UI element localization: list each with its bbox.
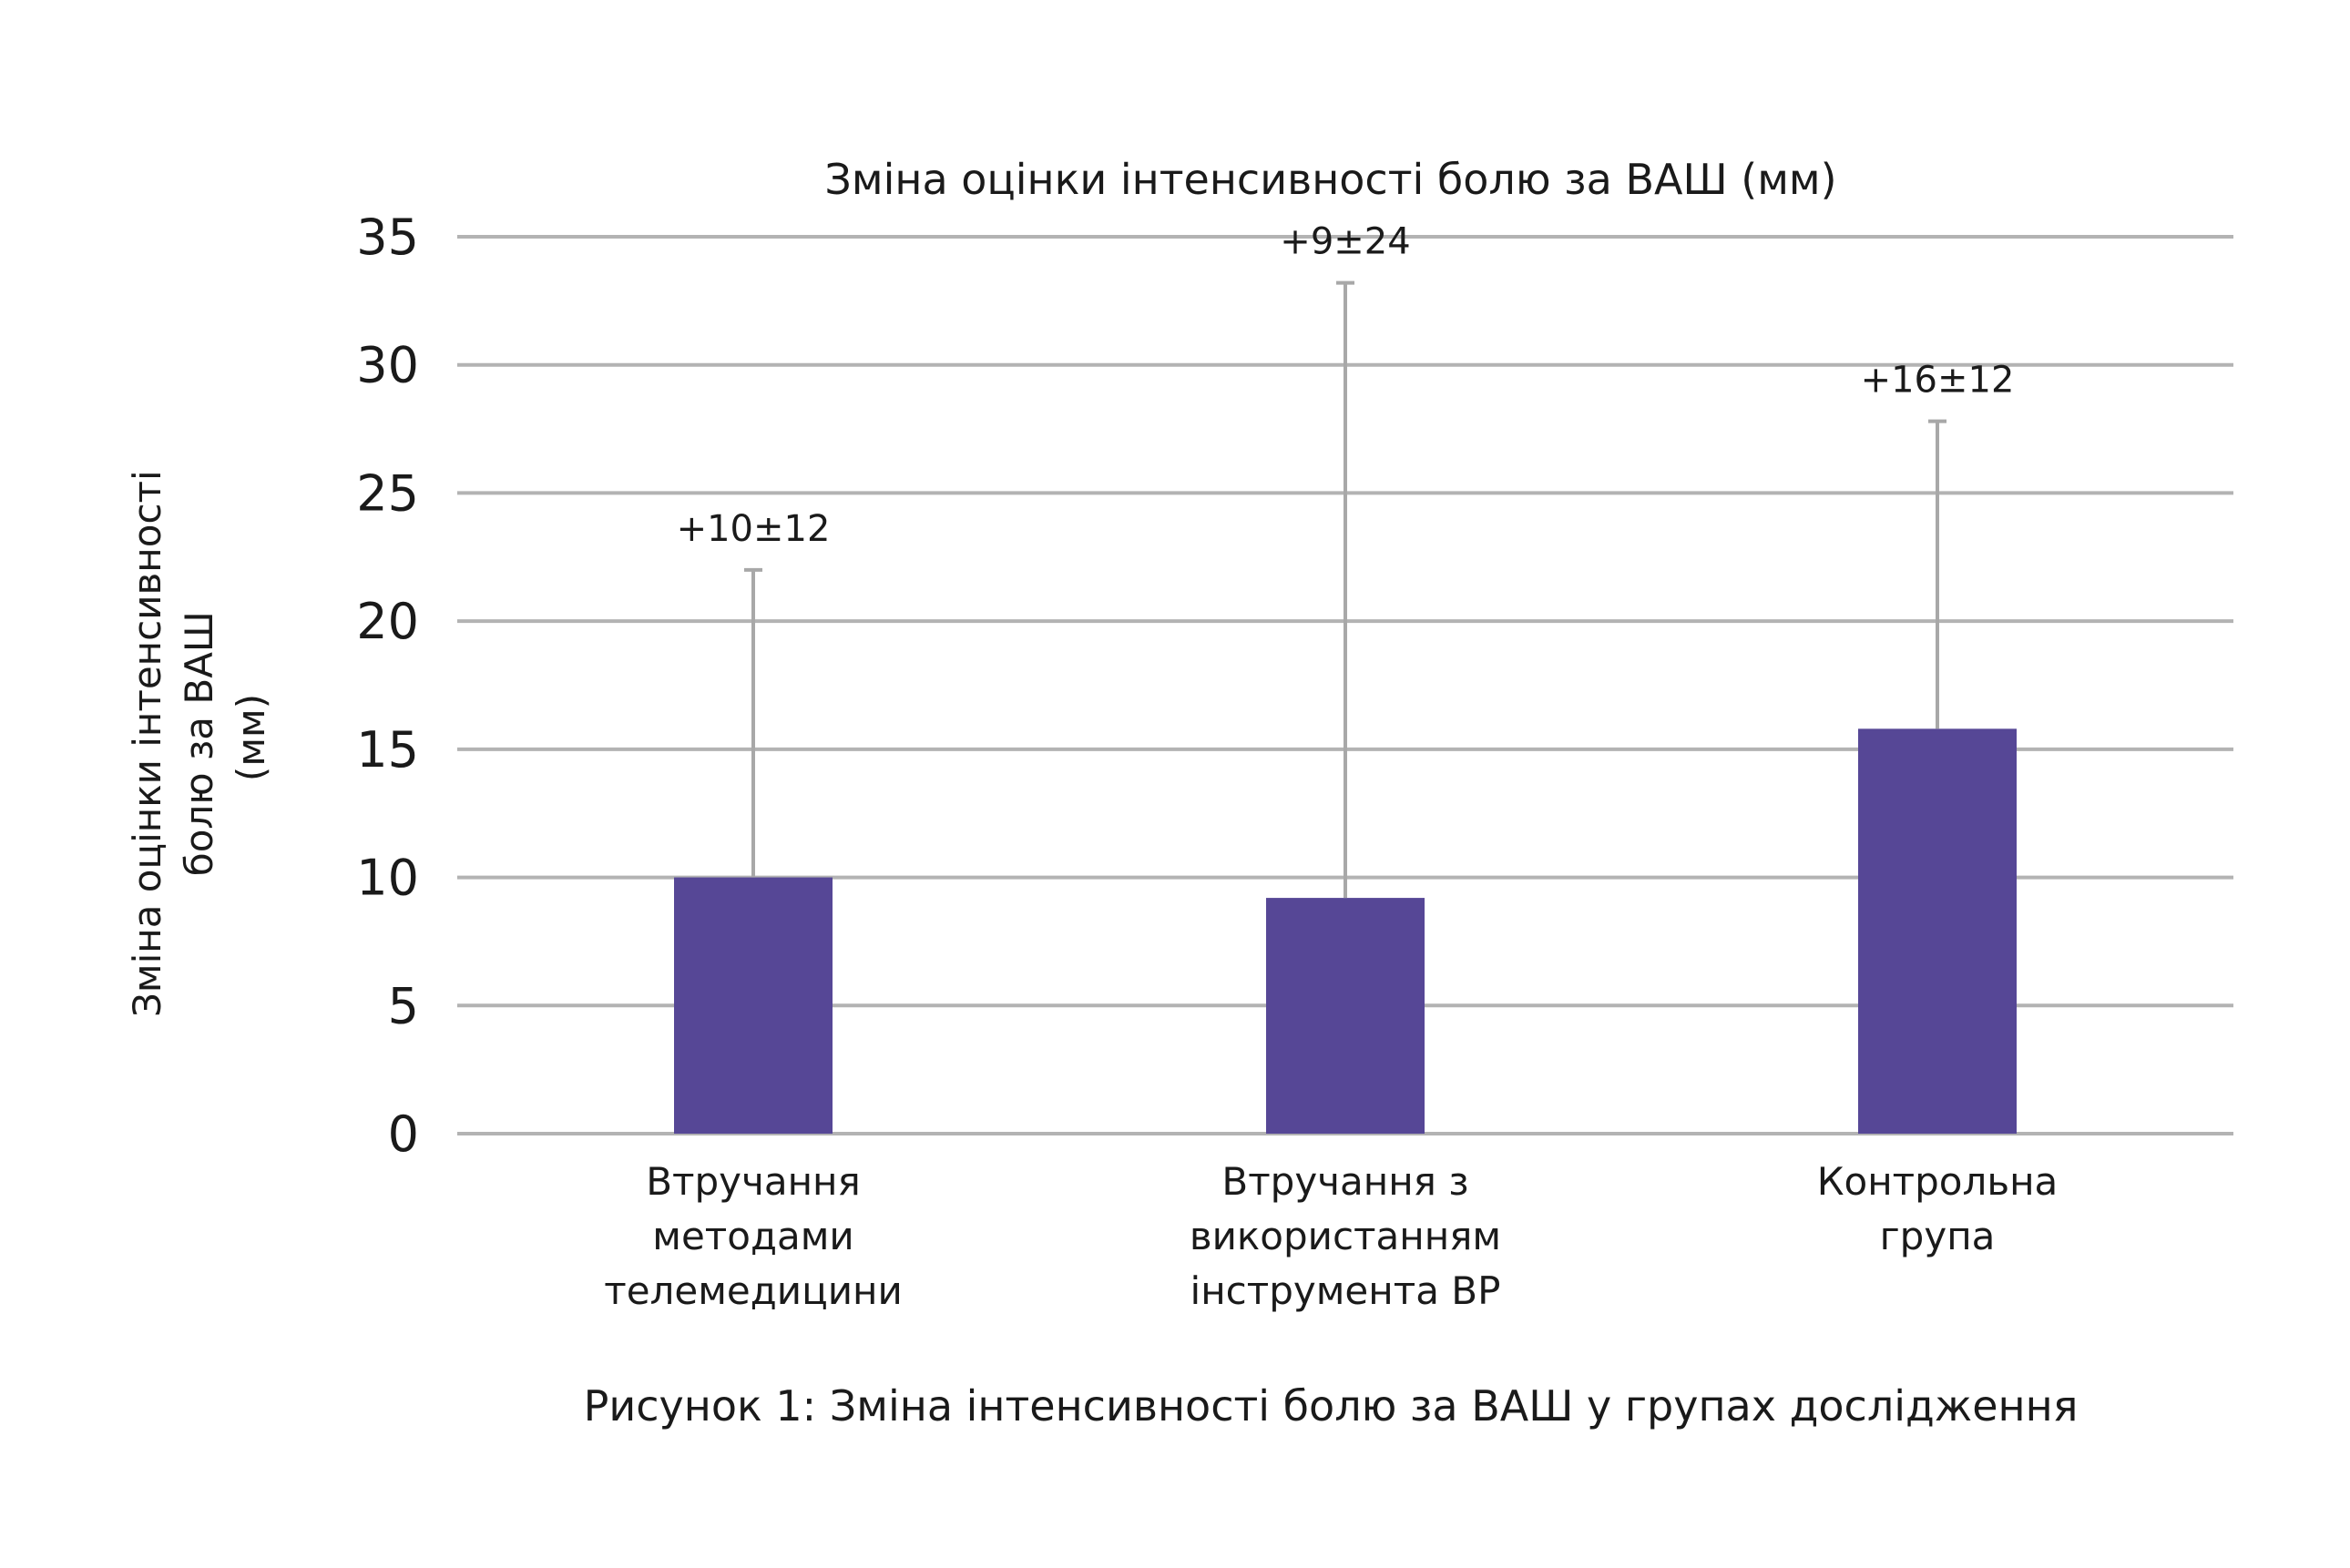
y-tick-label: 10: [356, 850, 419, 907]
category-label-line: Втручання: [646, 1159, 861, 1204]
figure-caption: Рисунок 1: Зміна інтенсивності болю за В…: [584, 1381, 2079, 1431]
category-label: Контрольна група: [1817, 1159, 2059, 1258]
bars: [674, 728, 2017, 1134]
category-label-line: методами: [652, 1214, 853, 1258]
category-label-line: група: [1880, 1214, 1996, 1258]
category-label-line: Контрольна: [1817, 1159, 2059, 1204]
y-axis-title: Зміна оцінки інтенсивності болю за ВАШ (…: [125, 458, 273, 1017]
category-label-line: Втручання з: [1221, 1159, 1468, 1204]
category-label: Втручання методами телемедицини: [604, 1159, 903, 1313]
y-tick-label: 30: [356, 337, 419, 394]
bar: [1858, 728, 2017, 1134]
category-label-line: інструмента ВР: [1190, 1268, 1501, 1313]
y-tick-label: 0: [388, 1105, 419, 1163]
category-label-line: телемедицини: [604, 1268, 903, 1313]
data-label: +10±12: [677, 508, 831, 550]
y-tick-label: 20: [356, 593, 419, 650]
y-tick-label: 25: [356, 464, 419, 522]
bar: [674, 877, 833, 1134]
y-tick-label: 35: [356, 209, 419, 266]
category-labels: Втручання методами телемедицини Втручання з…: [604, 1159, 2058, 1313]
y-tick-label: 5: [388, 977, 419, 1034]
y-axis-title-line: (мм): [229, 694, 273, 781]
bar: [1266, 898, 1425, 1134]
data-label: +16±12: [1861, 360, 2015, 402]
chart-title: Зміна оцінки інтенсивності болю за ВАШ (…: [824, 155, 1836, 204]
category-label: Втручання з використанням інструмента ВР: [1190, 1159, 1501, 1313]
y-tick-labels: 0 5 10 15 20 25 30 35: [356, 209, 419, 1163]
y-axis-title-line: Зміна оцінки інтенсивності: [125, 470, 169, 1017]
error-bars: [744, 280, 1946, 899]
data-labels: +10±12 +9±24 +16±12: [677, 221, 2015, 550]
y-tick-label: 15: [356, 721, 419, 779]
y-axis-title-line: болю за ВАШ: [177, 611, 221, 876]
data-label: +9±24: [1280, 221, 1410, 263]
category-label-line: використанням: [1190, 1214, 1501, 1258]
